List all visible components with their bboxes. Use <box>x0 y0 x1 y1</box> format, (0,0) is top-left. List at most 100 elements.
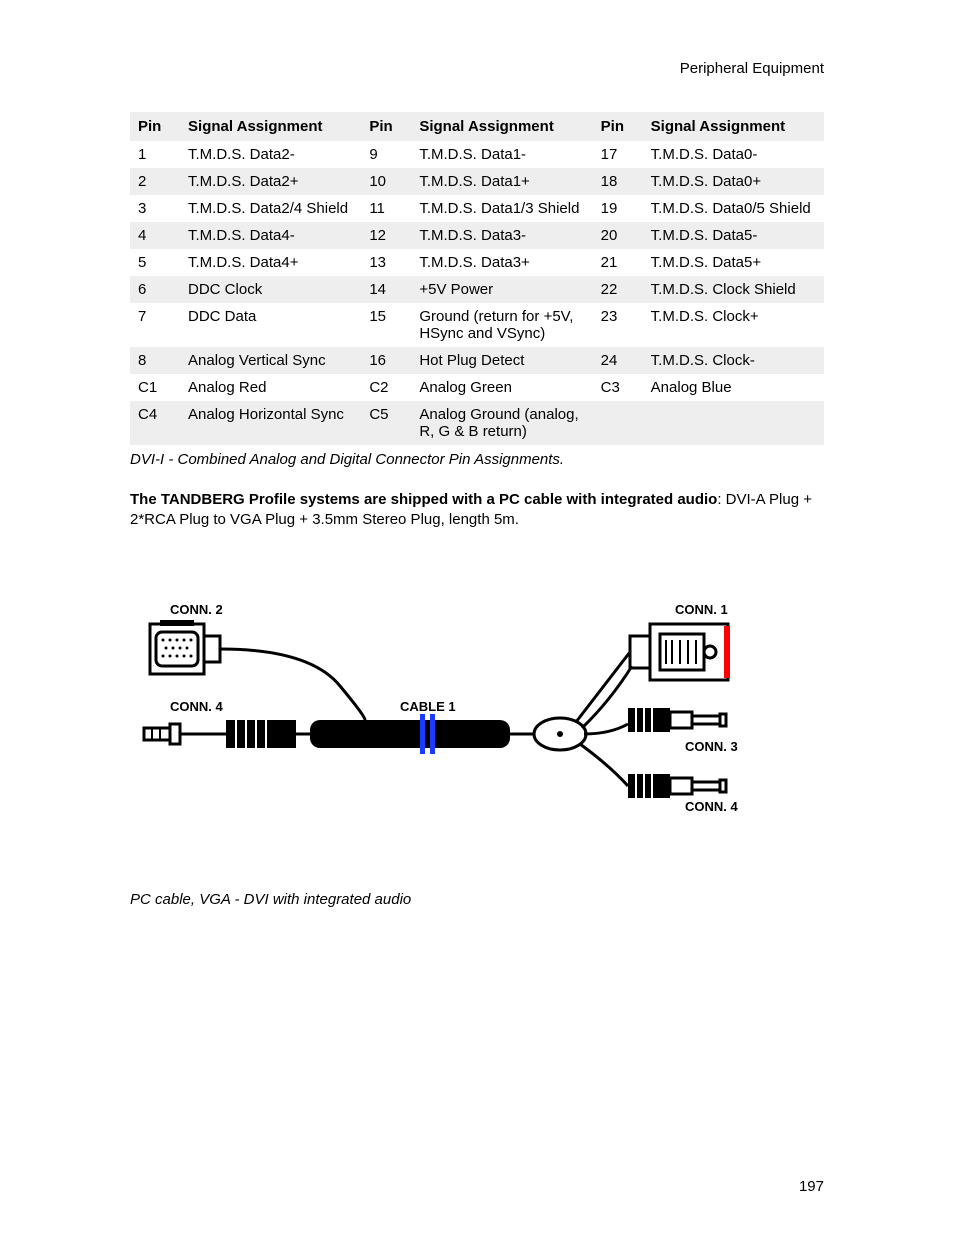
cell-signal: Hot Plug Detect <box>411 347 592 374</box>
cell-signal: T.M.D.S. Data0+ <box>643 168 824 195</box>
cell-signal: Analog Vertical Sync <box>180 347 361 374</box>
cell-pin: 2 <box>130 168 180 195</box>
cell-signal: T.M.D.S. Data0- <box>643 141 824 168</box>
cell-signal: T.M.D.S. Data1/3 Shield <box>411 195 592 222</box>
cell-signal: T.M.D.S. Data1- <box>411 141 592 168</box>
cell-pin: 21 <box>593 249 643 276</box>
dvi-plug-icon <box>630 624 730 680</box>
col-pin-2: Pin <box>361 112 411 141</box>
stereo-plug-icon <box>144 724 180 744</box>
cell-pin: C1 <box>130 374 180 401</box>
figure-caption: PC cable, VGA - DVI with integrated audi… <box>130 891 824 908</box>
cell-signal: Analog Red <box>180 374 361 401</box>
cell-pin: 17 <box>593 141 643 168</box>
rca-plug-4-icon <box>628 774 726 798</box>
cell-signal: T.M.D.S. Data4+ <box>180 249 361 276</box>
table-body: 1T.M.D.S. Data2-9T.M.D.S. Data1-17T.M.D.… <box>130 141 824 445</box>
cell-signal: T.M.D.S. Clock Shield <box>643 276 824 303</box>
section-header: Peripheral Equipment <box>130 60 824 77</box>
cell-pin: 16 <box>361 347 411 374</box>
cell-signal: +5V Power <box>411 276 592 303</box>
cable-diagram-svg: CONN. 2 CONN. 1 CONN. 4 CABLE 1 CONN. 3 … <box>130 596 750 836</box>
cell-signal: T.M.D.S. Data5- <box>643 222 824 249</box>
cell-signal: T.M.D.S. Clock- <box>643 347 824 374</box>
cell-pin: 5 <box>130 249 180 276</box>
col-signal-2: Signal Assignment <box>411 112 592 141</box>
cell-pin: 12 <box>361 222 411 249</box>
splitter-icon <box>534 718 586 750</box>
cell-signal: Analog Green <box>411 374 592 401</box>
cell-signal: T.M.D.S. Data2/4 Shield <box>180 195 361 222</box>
cell-pin: 23 <box>593 303 643 347</box>
table-row: 5T.M.D.S. Data4+13T.M.D.S. Data3+21T.M.D… <box>130 249 824 276</box>
cell-pin: C5 <box>361 401 411 445</box>
cell-signal: T.M.D.S. Data0/5 Shield <box>643 195 824 222</box>
table-caption: DVI-I - Combined Analog and Digital Conn… <box>130 451 824 468</box>
pin-assignment-table: Pin Signal Assignment Pin Signal Assignm… <box>130 112 824 445</box>
label-conn1: CONN. 1 <box>675 602 728 617</box>
page-number: 197 <box>799 1178 824 1195</box>
label-cable1: CABLE 1 <box>400 699 456 714</box>
table-row: C4Analog Horizontal SyncC5Analog Ground … <box>130 401 824 445</box>
table-row: 1T.M.D.S. Data2-9T.M.D.S. Data1-17T.M.D.… <box>130 141 824 168</box>
ferrite-icon <box>226 720 296 748</box>
cell-pin: C4 <box>130 401 180 445</box>
cell-pin: C2 <box>361 374 411 401</box>
cell-signal: Analog Ground (analog, R, G & B return) <box>411 401 592 445</box>
cell-pin <box>593 401 643 445</box>
table-row: 2T.M.D.S. Data2+10T.M.D.S. Data1+18T.M.D… <box>130 168 824 195</box>
cable-diagram: CONN. 2 CONN. 1 CONN. 4 CABLE 1 CONN. 3 … <box>130 596 824 841</box>
cell-pin: 13 <box>361 249 411 276</box>
cell-pin: 15 <box>361 303 411 347</box>
cable-body-icon <box>310 714 510 754</box>
table-row: 7DDC Data15Ground (return for +5V, HSync… <box>130 303 824 347</box>
label-conn3: CONN. 3 <box>685 739 738 754</box>
cell-pin: 24 <box>593 347 643 374</box>
cell-signal: T.M.D.S. Data2- <box>180 141 361 168</box>
cell-pin: 11 <box>361 195 411 222</box>
col-pin-3: Pin <box>593 112 643 141</box>
label-conn4r: CONN. 4 <box>685 799 739 814</box>
cell-signal: DDC Data <box>180 303 361 347</box>
col-signal-1: Signal Assignment <box>180 112 361 141</box>
table-header-row: Pin Signal Assignment Pin Signal Assignm… <box>130 112 824 141</box>
rca-plug-3-icon <box>628 708 726 732</box>
cell-signal: T.M.D.S. Data3- <box>411 222 592 249</box>
vga-plug-icon <box>150 620 220 674</box>
body-paragraph: The TANDBERG Profile systems are shipped… <box>130 490 824 531</box>
cell-pin: 18 <box>593 168 643 195</box>
label-conn2: CONN. 2 <box>170 602 223 617</box>
table-row: 6DDC Clock14+5V Power22T.M.D.S. Clock Sh… <box>130 276 824 303</box>
cell-signal: DDC Clock <box>180 276 361 303</box>
cell-signal: T.M.D.S. Data4- <box>180 222 361 249</box>
table-row: 8Analog Vertical Sync16Hot Plug Detect24… <box>130 347 824 374</box>
cell-signal: Analog Blue <box>643 374 824 401</box>
table-row: 4T.M.D.S. Data4-12T.M.D.S. Data3-20T.M.D… <box>130 222 824 249</box>
cell-pin: 14 <box>361 276 411 303</box>
cell-pin: 8 <box>130 347 180 374</box>
cell-pin: 9 <box>361 141 411 168</box>
cell-signal: Ground (return for +5V, HSync and VSync) <box>411 303 592 347</box>
table-row: 3T.M.D.S. Data2/4 Shield11T.M.D.S. Data1… <box>130 195 824 222</box>
cell-signal: T.M.D.S. Data5+ <box>643 249 824 276</box>
cell-signal: T.M.D.S. Clock+ <box>643 303 824 347</box>
cell-pin: 7 <box>130 303 180 347</box>
cell-signal: T.M.D.S. Data1+ <box>411 168 592 195</box>
cell-pin: C3 <box>593 374 643 401</box>
cell-pin: 6 <box>130 276 180 303</box>
cell-pin: 20 <box>593 222 643 249</box>
table-row: C1Analog RedC2Analog GreenC3Analog Blue <box>130 374 824 401</box>
cell-signal: T.M.D.S. Data3+ <box>411 249 592 276</box>
paragraph-bold: The TANDBERG Profile systems are shipped… <box>130 491 717 508</box>
cell-signal <box>643 401 824 445</box>
cell-pin: 22 <box>593 276 643 303</box>
cell-pin: 10 <box>361 168 411 195</box>
col-pin-1: Pin <box>130 112 180 141</box>
cell-signal: T.M.D.S. Data2+ <box>180 168 361 195</box>
page: Peripheral Equipment Pin Signal Assignme… <box>0 0 954 1235</box>
cell-pin: 3 <box>130 195 180 222</box>
col-signal-3: Signal Assignment <box>643 112 824 141</box>
cell-pin: 1 <box>130 141 180 168</box>
cell-signal: Analog Horizontal Sync <box>180 401 361 445</box>
cell-pin: 4 <box>130 222 180 249</box>
